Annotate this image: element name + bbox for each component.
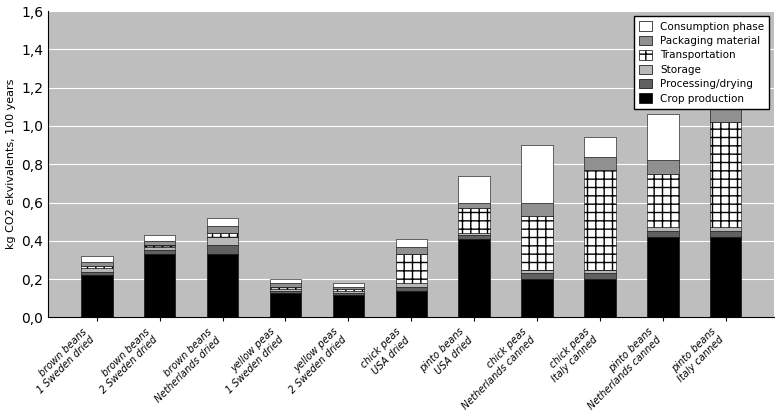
Bar	[710, 109, 742, 122]
Bar	[459, 239, 490, 317]
Bar	[710, 228, 742, 231]
Bar	[81, 275, 112, 317]
Bar	[647, 228, 679, 231]
Bar	[395, 291, 427, 317]
Bar	[710, 237, 742, 317]
Bar	[144, 235, 176, 241]
Bar	[207, 226, 239, 233]
Bar	[332, 291, 364, 293]
Bar	[332, 287, 364, 289]
Bar	[647, 161, 679, 174]
Bar	[144, 241, 176, 245]
Bar	[332, 294, 364, 317]
Bar	[270, 279, 301, 283]
Bar	[459, 176, 490, 203]
Bar	[584, 270, 615, 274]
Bar	[647, 231, 679, 237]
Bar	[144, 246, 176, 251]
Bar	[270, 289, 301, 291]
Bar	[270, 287, 301, 289]
Bar	[647, 237, 679, 317]
Bar	[521, 279, 553, 317]
Bar	[710, 122, 742, 228]
Bar	[144, 245, 176, 246]
Bar	[81, 268, 112, 271]
Legend: Consumption phase, Packaging material, Transportation, Storage, Processing/dryin: Consumption phase, Packaging material, T…	[634, 16, 769, 109]
Bar	[521, 216, 553, 270]
Bar	[459, 235, 490, 239]
Bar	[270, 291, 301, 293]
Bar	[395, 239, 427, 246]
Bar	[395, 283, 427, 287]
Bar	[81, 262, 112, 266]
Bar	[521, 274, 553, 279]
Bar	[395, 254, 427, 283]
Bar	[81, 271, 112, 275]
Bar	[710, 231, 742, 237]
Bar	[207, 233, 239, 237]
Bar	[584, 157, 615, 170]
Bar	[81, 266, 112, 268]
Bar	[710, 90, 742, 109]
Bar	[395, 246, 427, 254]
Bar	[584, 279, 615, 317]
Bar	[144, 251, 176, 254]
Bar	[207, 254, 239, 317]
Bar	[207, 218, 239, 226]
Bar	[584, 138, 615, 157]
Bar	[270, 283, 301, 287]
Bar	[584, 274, 615, 279]
Bar	[459, 208, 490, 233]
Bar	[459, 233, 490, 235]
Bar	[332, 293, 364, 294]
Bar	[647, 174, 679, 228]
Bar	[270, 293, 301, 317]
Bar	[332, 289, 364, 291]
Bar	[332, 283, 364, 287]
Bar	[144, 254, 176, 317]
Bar	[521, 203, 553, 216]
Y-axis label: kg CO2 ekvivalents, 100 years: kg CO2 ekvivalents, 100 years	[5, 79, 16, 249]
Bar	[521, 145, 553, 203]
Bar	[647, 115, 679, 161]
Bar	[207, 245, 239, 254]
Bar	[207, 237, 239, 245]
Bar	[521, 270, 553, 274]
Bar	[459, 203, 490, 208]
Bar	[81, 256, 112, 262]
Bar	[395, 287, 427, 291]
Bar	[584, 170, 615, 270]
